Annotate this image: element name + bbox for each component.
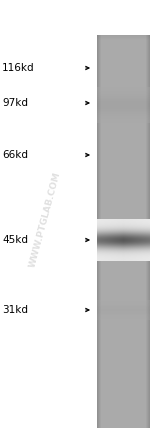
Text: WWW.PTGLAB.COM: WWW.PTGLAB.COM: [28, 171, 62, 269]
Text: 116kd: 116kd: [2, 63, 35, 73]
Text: 66kd: 66kd: [2, 150, 28, 160]
Text: 45kd: 45kd: [2, 235, 28, 245]
Text: 31kd: 31kd: [2, 305, 28, 315]
Text: 97kd: 97kd: [2, 98, 28, 108]
